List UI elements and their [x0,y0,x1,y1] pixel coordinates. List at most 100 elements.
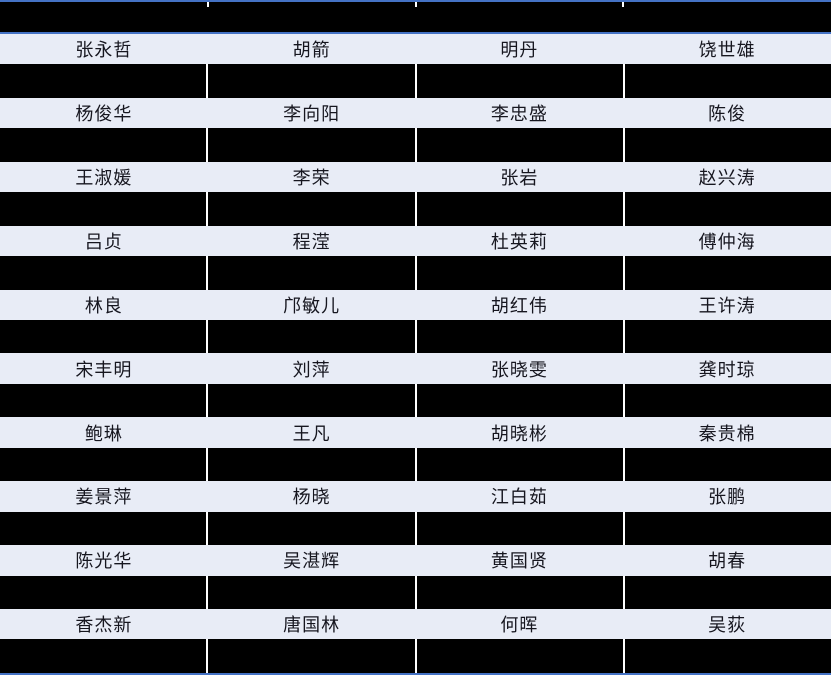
redacted-cell [624,64,831,98]
redacted-cell [416,319,623,354]
redacted-cell [0,64,207,98]
redacted-cell [416,447,623,482]
redacted-cell [624,511,831,546]
name-cell: 黄国贤 [490,551,548,573]
redacted-cell [0,128,207,162]
redacted-row [0,511,831,546]
name-cell: 张岩 [500,167,539,189]
name-cell: 王淑媛 [75,167,133,189]
name-row-4: 吕贞 程滢 杜英莉 傅仲海 [0,225,831,257]
name-cell: 傅仲海 [698,231,756,253]
name-cell: 邝敏儿 [283,295,341,317]
redacted-cell [208,575,415,610]
name-cell: 姜景萍 [75,487,133,509]
name-cell: 胡晓彬 [490,423,548,445]
table-top-border [0,0,831,2]
redacted-row [0,319,831,354]
redacted-row [0,383,831,418]
redacted-row [0,639,831,673]
redacted-cell [208,192,415,226]
name-cell: 吴湛辉 [283,551,341,573]
name-cell: 程滢 [292,231,331,253]
name-cell: 胡箭 [292,40,331,62]
redacted-cell [0,383,207,418]
redacted-cell [208,256,415,290]
redacted-cell [416,639,623,673]
redacted-cell [0,319,207,354]
name-cell: 李向阳 [283,104,341,126]
redacted-cell [624,256,831,290]
name-row-9: 陈光华 吴湛辉 黄国贤 胡春 [0,545,831,576]
name-row-7: 鲍琳 王凡 胡晓彬 秦贵棉 [0,417,831,448]
redacted-cell [624,575,831,610]
redacted-cell [0,256,207,290]
redacted-row [0,128,831,162]
name-cell: 秦贵棉 [698,423,756,445]
redacted-cell [624,447,831,482]
name-row-10: 香杰新 唐国林 何晖 吴荻 [0,609,831,640]
name-cell: 明丹 [500,40,539,62]
redacted-cell [416,575,623,610]
redacted-cell [208,383,415,418]
redacted-cell [416,128,623,162]
redacted-cell [624,639,831,673]
redacted-cell [624,128,831,162]
redacted-header-row [0,2,831,32]
name-cell: 胡春 [708,551,747,573]
name-cell: 鲍琳 [84,423,123,445]
name-cell: 林良 [84,295,123,317]
name-cell: 吴荻 [708,615,747,637]
name-row-2: 杨俊华 李向阳 李忠盛 陈俊 [0,97,831,129]
redacted-cell [208,447,415,482]
name-cell: 刘萍 [292,359,331,381]
name-cell: 饶世雄 [698,40,756,62]
name-cell: 胡红伟 [490,295,548,317]
redacted-cell [624,383,831,418]
redacted-row [0,256,831,290]
name-cell: 陈俊 [708,104,747,126]
name-cell: 王凡 [292,423,331,445]
header-divider-border [0,32,831,34]
name-cell: 杨晓 [292,487,331,509]
name-cell: 杜英莉 [490,231,548,253]
name-cell: 何晖 [500,615,539,637]
name-cell: 杨俊华 [75,104,133,126]
redacted-row [0,64,831,98]
name-cell: 宋丰明 [75,359,133,381]
column-separator-tick [414,2,417,7]
name-cell: 张鹏 [708,487,747,509]
redacted-cell [208,319,415,354]
column-separator-tick [622,2,625,7]
column-separator-tick [206,2,209,7]
redacted-cell [0,511,207,546]
name-cell: 张晓雯 [490,359,548,381]
redacted-cell [208,511,415,546]
redacted-cell [416,511,623,546]
name-cell: 香杰新 [75,615,133,637]
name-cell: 龚时琼 [698,359,756,381]
name-row-3: 王淑媛 李荣 张岩 赵兴涛 [0,161,831,193]
name-cell: 李忠盛 [490,104,548,126]
redacted-cell [208,64,415,98]
name-cell: 李荣 [292,167,331,189]
redacted-cell [0,447,207,482]
redacted-cell [0,639,207,673]
name-row-5: 林良 邝敏儿 胡红伟 王许涛 [0,289,831,320]
name-row-6: 宋丰明 刘萍 张晓雯 龚时琼 [0,353,831,384]
name-cell: 王许涛 [698,295,756,317]
redacted-cell [208,639,415,673]
name-cell: 江白茹 [490,487,548,509]
name-row-8: 姜景萍 杨晓 江白茹 张鹏 [0,481,831,512]
redacted-cell [208,128,415,162]
table-bottom-border [0,672,831,675]
redacted-cell [624,192,831,226]
name-cell: 吕贞 [84,231,123,253]
redacted-cell [416,256,623,290]
redacted-row [0,575,831,610]
redacted-row [0,192,831,226]
name-cell: 唐国林 [283,615,341,637]
name-cell: 张永哲 [75,40,133,62]
name-row-1: 张永哲 胡箭 明丹 饶世雄 [0,34,831,65]
redacted-cell [416,192,623,226]
